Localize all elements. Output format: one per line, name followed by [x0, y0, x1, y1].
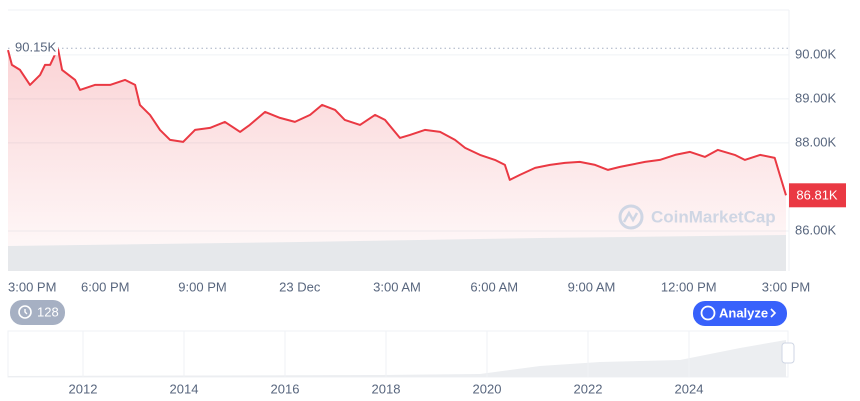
navigator-handle[interactable] — [781, 342, 795, 364]
x-tick-label: 12:00 PM — [661, 279, 717, 294]
y-tick-label: 86.00K — [795, 222, 837, 237]
high-label-bg — [12, 39, 58, 56]
navigator-year: 2012 — [69, 381, 98, 396]
price-tag — [789, 183, 846, 208]
navigator-year: 2018 — [372, 381, 401, 396]
navigator-year: 2016 — [271, 381, 300, 396]
x-tick-label: 6:00 AM — [470, 279, 518, 294]
high-label: 90.15K — [15, 40, 57, 55]
navigator-year: 2022 — [574, 381, 603, 396]
y-tick-label: 89.00K — [795, 90, 837, 105]
analyze-button[interactable]: Analyze — [693, 301, 787, 326]
x-tick-label: 3:00 PM — [8, 279, 56, 294]
navigator-year: 2024 — [675, 381, 704, 396]
x-tick-label: 9:00 PM — [178, 279, 226, 294]
x-tick-label: 6:00 PM — [81, 279, 129, 294]
badge-text[interactable]: 128 — [37, 304, 59, 319]
y-tick-label: 88.00K — [795, 134, 837, 149]
price-line — [7, 47, 787, 196]
y-tick-label: 90.00K — [795, 46, 837, 61]
button-text[interactable]: Analyze — [719, 305, 768, 320]
volume-area — [8, 235, 786, 271]
area-fill — [8, 48, 786, 271]
price-tag-label: 86.81K — [796, 188, 838, 203]
x-tick-label: 23 Dec — [279, 279, 321, 294]
x-tick-label: 9:00 AM — [568, 279, 616, 294]
navigator-area — [8, 340, 786, 377]
x-tick-label: 3:00 AM — [373, 279, 421, 294]
history-badge[interactable]: 128 — [10, 300, 65, 325]
x-tick-label: 3:00 PM — [762, 279, 810, 294]
navigator-year: 2014 — [170, 381, 199, 396]
navigator-year: 2020 — [473, 381, 502, 396]
watermark: CoinMarketCap — [618, 204, 776, 230]
watermark-text: CoinMarketCap — [651, 207, 776, 226]
